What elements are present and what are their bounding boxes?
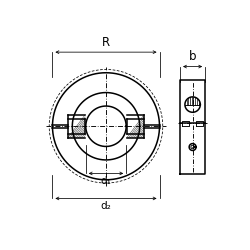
Text: d₂: d₂ xyxy=(100,201,111,211)
Text: d₁: d₁ xyxy=(100,176,112,186)
Text: b: b xyxy=(189,50,196,64)
Text: R: R xyxy=(102,36,110,49)
